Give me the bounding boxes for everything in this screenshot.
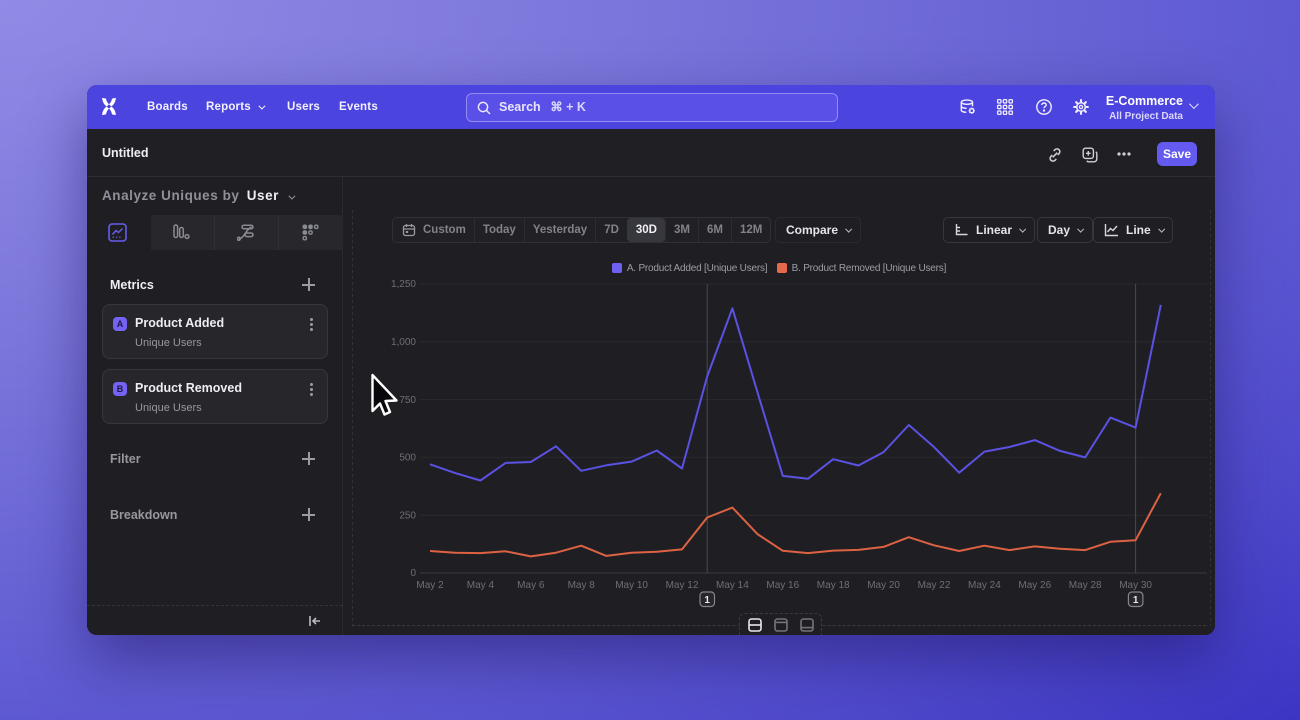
svg-text:May 20: May 20 [867,580,900,591]
svg-text:May 4: May 4 [467,580,495,591]
svg-text:May 12: May 12 [666,580,699,591]
svg-text:May 16: May 16 [766,580,799,591]
svg-text:May 28: May 28 [1069,580,1102,591]
svg-text:May 26: May 26 [1018,580,1051,591]
svg-text:May 30: May 30 [1119,580,1152,591]
svg-text:May 6: May 6 [517,580,545,591]
svg-text:May 22: May 22 [918,580,951,591]
svg-text:1,000: 1,000 [391,337,416,348]
svg-text:1: 1 [704,595,710,606]
svg-text:May 14: May 14 [716,580,749,591]
svg-text:250: 250 [399,511,416,522]
svg-text:1,250: 1,250 [391,279,416,290]
svg-text:1: 1 [1133,595,1139,606]
svg-text:May 10: May 10 [615,580,648,591]
svg-text:May 2: May 2 [416,580,444,591]
svg-text:500: 500 [399,453,416,464]
svg-text:0: 0 [410,568,416,579]
svg-text:May 18: May 18 [817,580,850,591]
svg-text:May 24: May 24 [968,580,1001,591]
svg-text:May 8: May 8 [568,580,596,591]
svg-text:750: 750 [399,395,416,406]
